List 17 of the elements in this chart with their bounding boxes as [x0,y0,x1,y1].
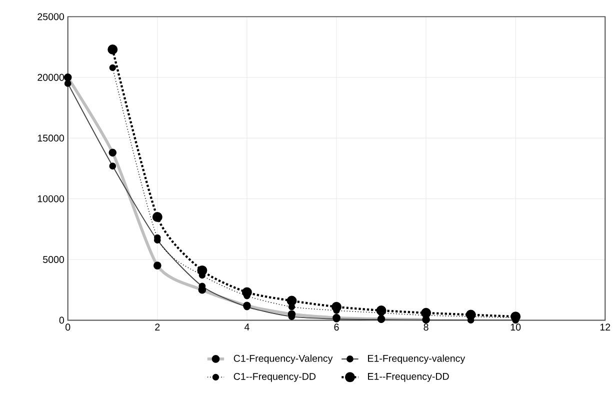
y-tick-label: 10000 [38,196,64,202]
y-tick-label: 5000 [43,256,64,264]
x-tick-label: 8 [424,324,428,331]
y-tick-label: 20000 [38,74,64,82]
x-tick-label: 12 [600,324,610,331]
legend-label: E1-Frequency-valency [368,354,466,364]
x-tick-label: 2 [155,324,160,331]
legend-label: E1--Frequency-DD [368,373,449,382]
y-tick-label: 25000 [38,13,64,20]
legend-label: C1-Frequency-Valency [234,354,333,364]
x-tick-label: 10 [510,324,521,331]
y-tick-label: 15000 [38,134,64,142]
x-tick-label: 6 [334,324,339,331]
y-tick-label: 0 [59,316,64,324]
legend-label: C1--Frequency-DD [234,373,316,382]
x-tick-label: 0 [66,324,70,331]
x-tick-label: 4 [244,324,250,331]
